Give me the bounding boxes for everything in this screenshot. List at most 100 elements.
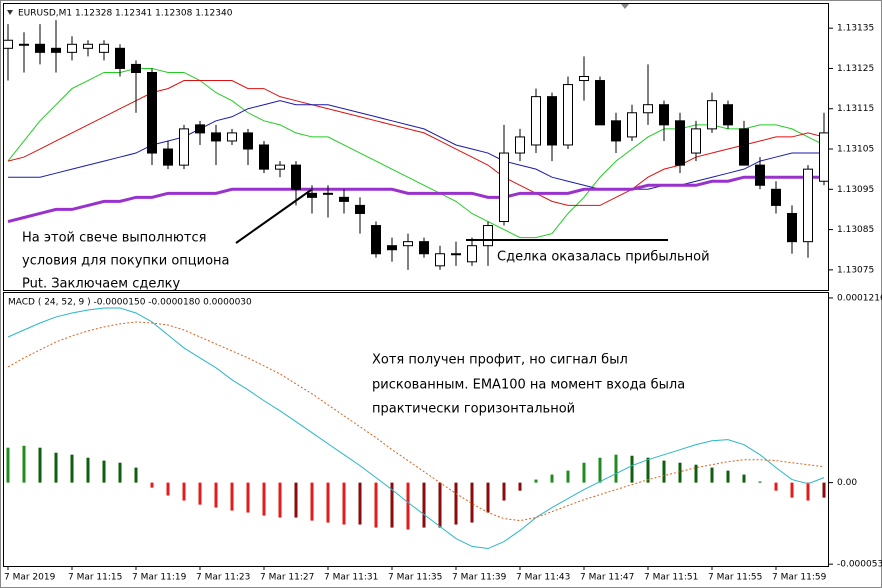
candle-body xyxy=(723,104,733,126)
histogram-bar xyxy=(262,482,266,516)
candle-body xyxy=(483,225,493,247)
candle-body xyxy=(179,128,189,166)
histogram-bar xyxy=(166,482,170,496)
annotation: Хотя получен профит, но сигнал был xyxy=(372,353,628,368)
candle-body xyxy=(803,168,813,243)
macd-header: MACD ( 24, 52, 9 ) -0.0000150 -0.0000180… xyxy=(8,298,252,308)
indicator-line xyxy=(7,80,825,206)
histogram-bar xyxy=(406,482,410,530)
annotation: Put. Заключаем сделку xyxy=(22,277,180,292)
y-tick-label: 1.13105 xyxy=(837,145,874,155)
candle-body xyxy=(35,43,45,53)
x-tick-label: 7 Mar 11:47 xyxy=(580,573,634,583)
candle-body xyxy=(419,241,429,255)
candle-body xyxy=(243,132,253,150)
candle-body xyxy=(99,43,109,53)
histogram-bar xyxy=(230,482,234,511)
candle-body xyxy=(275,164,285,170)
annotation-arrow xyxy=(235,189,312,244)
y-tick-label: 0.0001216 xyxy=(837,293,882,303)
candle-body xyxy=(259,144,269,170)
histogram-bar xyxy=(422,482,426,528)
candle-body xyxy=(387,245,397,251)
histogram-bar xyxy=(790,482,794,498)
candle-body xyxy=(403,241,413,247)
macd-line xyxy=(7,321,825,522)
x-tick-label: 7 Mar 11:39 xyxy=(452,573,507,583)
y-tick-label: 1.13075 xyxy=(837,265,874,275)
candle-body xyxy=(707,100,717,130)
candle-body xyxy=(451,253,461,256)
candle-body xyxy=(563,84,573,146)
candle-body xyxy=(131,63,141,73)
histogram-bar xyxy=(454,482,458,525)
candle-body xyxy=(227,132,237,142)
histogram-bar xyxy=(374,482,378,528)
histogram-bar xyxy=(502,482,506,501)
macd-pane xyxy=(3,292,829,567)
histogram-bar xyxy=(54,452,58,483)
candle-body xyxy=(467,245,477,263)
x-tick-label: 7 Mar 11:59 xyxy=(772,573,827,583)
histogram-bar xyxy=(774,482,778,491)
x-tick-label: 7 Mar 11:23 xyxy=(196,573,250,583)
x-tick-label: 7 Mar 11:27 xyxy=(260,573,314,583)
candle-body xyxy=(51,47,61,53)
y-tick-label: 1.13135 xyxy=(837,24,874,34)
histogram-bar xyxy=(694,464,698,483)
menu-triangle[interactable] xyxy=(7,10,13,15)
histogram-bar xyxy=(550,474,554,483)
plot: 1.13135 1.13125 1.13115 1.13105 1.13095 1.130… xyxy=(3,20,882,583)
candle-body xyxy=(515,136,525,154)
annotation: Сделка оказалась прибыльной xyxy=(497,250,710,265)
candle-body xyxy=(355,204,365,214)
x-tick-label: 7 Mar 2019 xyxy=(4,573,56,583)
candle-body xyxy=(3,39,13,49)
histogram-bar xyxy=(582,462,586,483)
symbol-header: EURUSD,M1 1.12328 1.12341 1.12308 1.1234… xyxy=(18,9,233,19)
histogram-bar xyxy=(118,462,122,483)
histogram-bar xyxy=(358,482,362,525)
indicator-line xyxy=(8,100,824,190)
histogram-bar xyxy=(534,479,538,483)
candle-body xyxy=(195,124,205,134)
histogram-bar xyxy=(102,460,106,483)
histogram-bar xyxy=(294,482,298,518)
shift-marker[interactable] xyxy=(621,4,629,9)
histogram-bar xyxy=(470,482,474,523)
histogram-bar xyxy=(630,455,634,483)
indicator-line xyxy=(7,175,824,223)
histogram-bar xyxy=(134,467,138,483)
x-tick-label: 7 Mar 11:31 xyxy=(324,573,378,583)
histogram-bar xyxy=(438,482,442,528)
y-tick-label: 1.13125 xyxy=(837,64,874,74)
y-tick-label: 0.00 xyxy=(837,478,857,488)
y-tick-label: 1.13115 xyxy=(837,104,874,114)
x-tick-label: 7 Mar 11:43 xyxy=(516,573,570,583)
candle-body xyxy=(579,76,589,82)
histogram-bar xyxy=(22,445,26,483)
candle-body xyxy=(675,120,685,166)
histogram-bar xyxy=(198,482,202,505)
candle-body xyxy=(739,128,749,166)
candle-body xyxy=(67,43,77,53)
candle-body xyxy=(291,164,301,190)
x-tick-label: 7 Mar 11:15 xyxy=(68,573,122,583)
histogram-bar xyxy=(246,482,250,513)
candle-body xyxy=(115,47,125,69)
candle-body xyxy=(499,152,509,223)
candle-body xyxy=(643,104,653,114)
y-tick-label: 1.13085 xyxy=(837,225,874,235)
candle-body xyxy=(371,225,381,255)
x-tick-label: 7 Mar 11:51 xyxy=(644,573,698,583)
y-tick-label: -0.0000537 xyxy=(837,560,882,570)
candle-body xyxy=(19,43,29,46)
candle-body xyxy=(595,80,605,126)
histogram-bar xyxy=(70,454,74,483)
histogram-bar xyxy=(150,482,154,488)
annotation: рискованным. EMA100 на момент входа была xyxy=(372,378,685,393)
candle-body xyxy=(659,104,669,126)
x-tick-label: 7 Mar 11:19 xyxy=(132,573,187,583)
histogram-bar xyxy=(486,482,490,513)
